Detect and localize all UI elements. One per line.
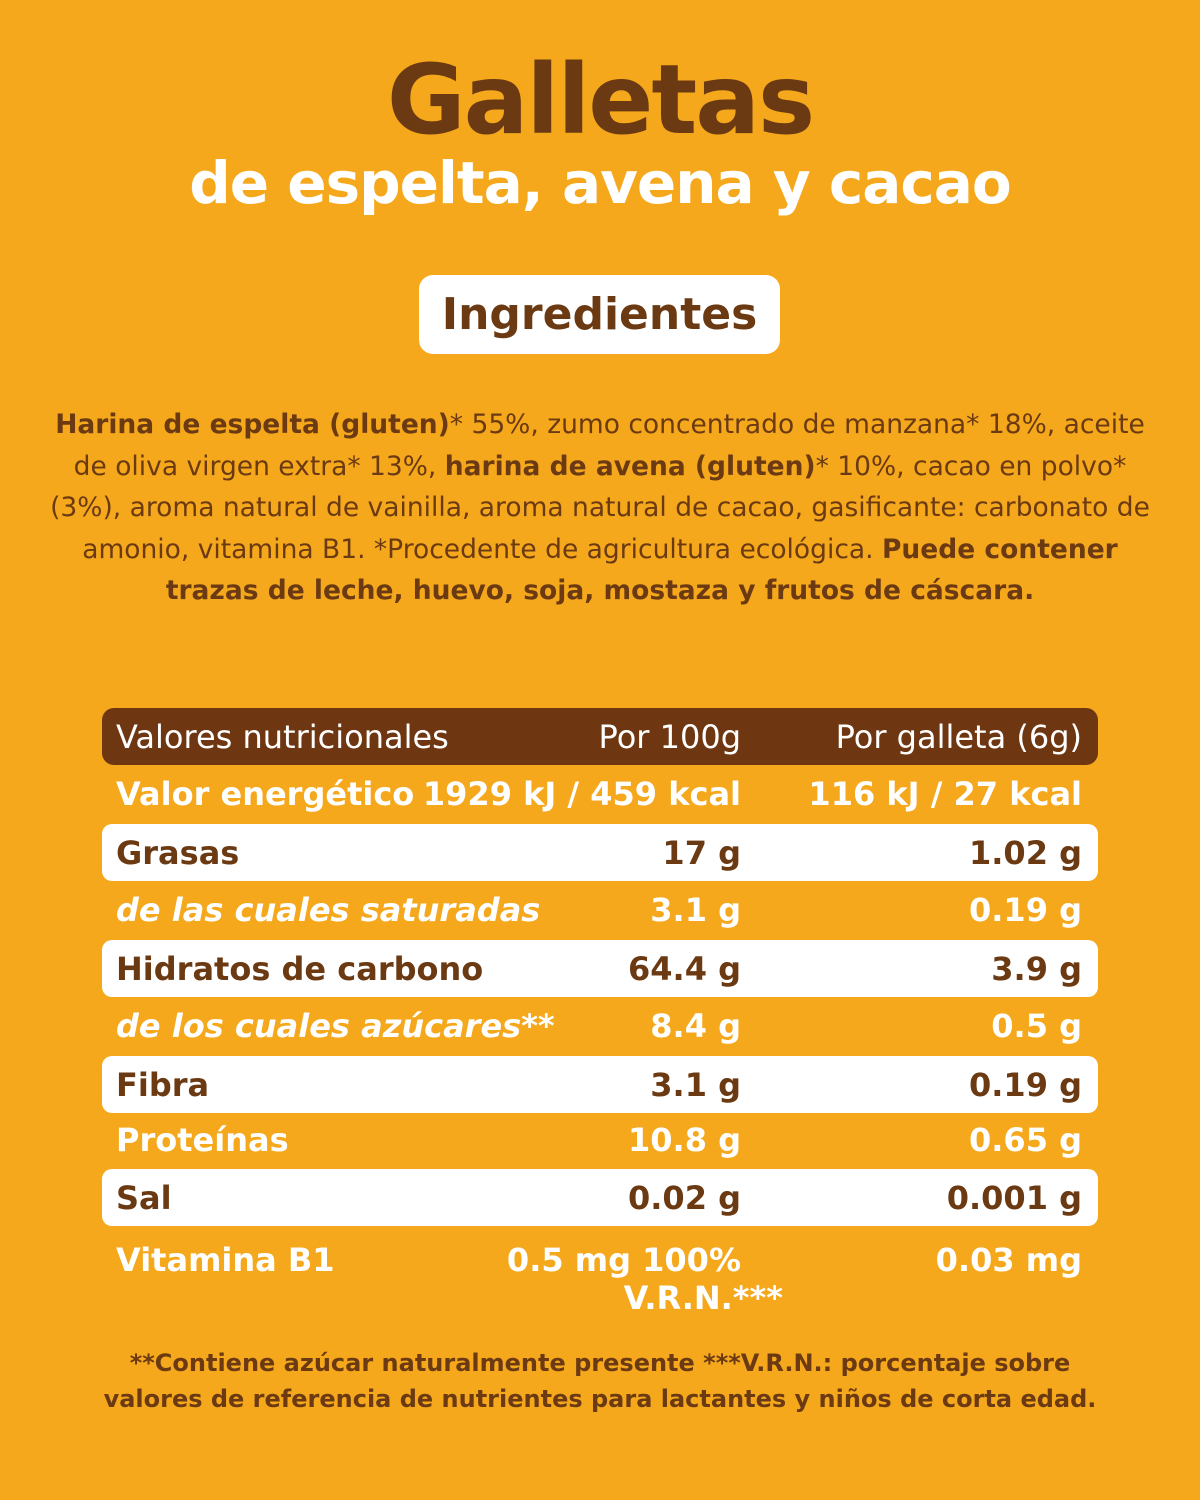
table-row: Valor energético 1929 kJ / 459 kcal 116 …: [102, 765, 1098, 822]
vitamin-amount: 0.5 mg 100%: [506, 1241, 741, 1279]
row-label: de los cuales azúcares**: [116, 1006, 555, 1045]
row-per-cookie: 0.5 g: [991, 1006, 1082, 1045]
row-label: Grasas: [116, 833, 240, 872]
table-row: Sal 0.02 g 0.001 g: [102, 1169, 1098, 1226]
product-subtitle: de espelta, avena y cacao: [189, 149, 1012, 217]
footnote: **Contiene azúcar naturalmente presente …: [50, 1345, 1150, 1417]
ingredients-part-2: * 10%, cacao en polvo* (3%), aroma natur…: [50, 450, 1150, 565]
table-row: Hidratos de carbono 64.4 g 3.9 g: [102, 940, 1098, 997]
row-per-100g: 64.4 g: [628, 949, 741, 988]
ingredients-part-1: * 55%, zumo concentrado de manzana* 18%,…: [73, 409, 1145, 482]
table-row: de los cuales azúcares** 8.4 g 0.5 g: [102, 997, 1098, 1054]
row-per-cookie: 0.001 g: [946, 1178, 1082, 1217]
row-per-100g: 3.1 g: [650, 890, 741, 929]
table-header: Valores nutricionales Por 100g Por galle…: [102, 708, 1098, 765]
header-nutrients: Valores nutricionales: [116, 717, 449, 756]
ingredients-heading: Ingredientes: [419, 275, 780, 354]
row-per-100g: 0.5 mg 100% V.R.N.***: [507, 1241, 783, 1317]
row-per-cookie: 1.02 g: [969, 833, 1082, 872]
ingredients-text: Harina de espelta (gluten)* 55%, zumo co…: [50, 404, 1150, 612]
table-row: Fibra 3.1 g 0.19 g: [102, 1056, 1098, 1113]
row-per-100g: 8.4 g: [650, 1006, 741, 1045]
header-per-100g: Por 100g: [598, 717, 741, 756]
row-per-cookie: 0.19 g: [969, 1065, 1082, 1104]
row-label: Fibra: [116, 1065, 210, 1104]
footnote-line-1: **Contiene azúcar naturalmente presente …: [129, 1349, 1071, 1377]
header-per-cookie: Por galleta (6g): [835, 717, 1082, 756]
row-label: Hidratos de carbono: [116, 949, 484, 988]
product-title: Galletas: [386, 44, 815, 156]
table-row: Proteínas 10.8 g 0.65 g: [102, 1111, 1098, 1168]
ingredient-spelt-flour: Harina de espelta (gluten): [55, 409, 450, 440]
row-per-cookie: 0.19 g: [969, 890, 1082, 929]
row-label: Valor energético: [116, 774, 415, 813]
row-per-cookie: 0.65 g: [969, 1120, 1082, 1159]
table-row: Grasas 17 g 1.02 g: [102, 824, 1098, 881]
row-per-100g: 3.1 g: [650, 1065, 741, 1104]
row-per-cookie: 3.9 g: [991, 949, 1082, 988]
row-label: Vitamina B1: [116, 1241, 335, 1279]
row-label: Proteínas: [116, 1120, 289, 1159]
table-row: Vitamina B1 0.5 mg 100% V.R.N.*** 0.03 mg: [102, 1227, 1098, 1317]
row-per-100g: 0.02 g: [628, 1178, 741, 1217]
row-per-100g: 17 g: [662, 833, 741, 872]
vitamin-vrn: V.R.N.***: [623, 1279, 783, 1317]
table-row: de las cuales saturadas 3.1 g 0.19 g: [102, 881, 1098, 938]
row-label: Sal: [116, 1178, 172, 1217]
allergen-warning: Puede contener trazas de leche, huevo, s…: [165, 533, 1118, 607]
row-per-cookie: 0.03 mg: [935, 1241, 1082, 1279]
row-per-100g: 1929 kJ / 459 kcal: [422, 774, 741, 813]
ingredient-oat-flour: harina de avena (gluten): [444, 450, 816, 482]
row-per-cookie: 116 kJ / 27 kcal: [808, 774, 1082, 813]
row-per-100g: 10.8 g: [628, 1120, 741, 1159]
footnote-line-2: valores de referencia de nutrientes para…: [103, 1385, 1097, 1413]
row-label: de las cuales saturadas: [116, 890, 541, 929]
